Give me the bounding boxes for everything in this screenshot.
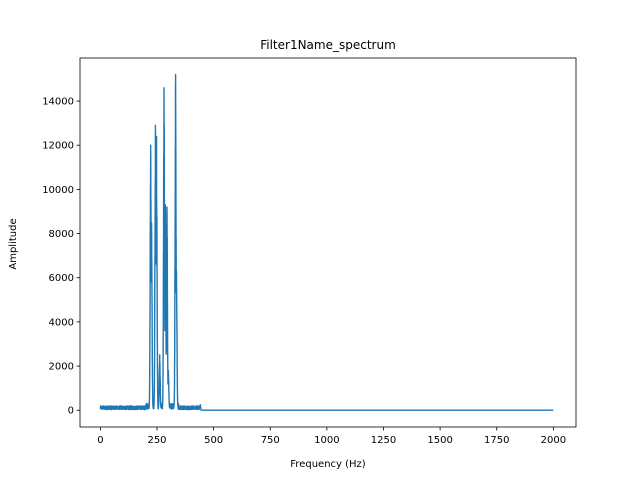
y-axis: 0 2000 4000 6000 8000 10000 12000 14000 bbox=[42, 97, 80, 417]
x-tick-label: 0 bbox=[97, 435, 103, 446]
x-tick-label: 500 bbox=[204, 435, 223, 446]
x-tick-label: 2000 bbox=[541, 435, 566, 446]
spectrum-line bbox=[99, 73, 554, 411]
x-axis-label: Frequency (Hz) bbox=[290, 459, 366, 470]
y-tick-label: 8000 bbox=[49, 229, 74, 240]
x-tick-label: 1250 bbox=[371, 435, 396, 446]
x-tick-label: 250 bbox=[147, 435, 166, 446]
x-tick-label: 1000 bbox=[314, 435, 339, 446]
y-tick-label: 2000 bbox=[49, 362, 74, 373]
x-tick-label: 1500 bbox=[427, 435, 452, 446]
x-tick-label: 750 bbox=[261, 435, 280, 446]
y-tick-label: 4000 bbox=[49, 317, 74, 328]
x-axis: 0 250 500 750 1000 1250 1500 1750 2000 bbox=[97, 427, 566, 446]
y-tick-label: 12000 bbox=[42, 141, 74, 152]
x-tick-label: 1750 bbox=[484, 435, 509, 446]
y-axis-label: Amplitude bbox=[8, 218, 19, 269]
y-tick-label: 10000 bbox=[42, 185, 74, 196]
y-tick-label: 6000 bbox=[49, 273, 74, 284]
axes-frame bbox=[79, 57, 577, 428]
plot-area bbox=[99, 73, 554, 411]
chart-title: Filter1Name_spectrum bbox=[260, 38, 396, 52]
y-tick-label: 0 bbox=[68, 406, 74, 417]
y-tick-label: 14000 bbox=[42, 97, 74, 108]
